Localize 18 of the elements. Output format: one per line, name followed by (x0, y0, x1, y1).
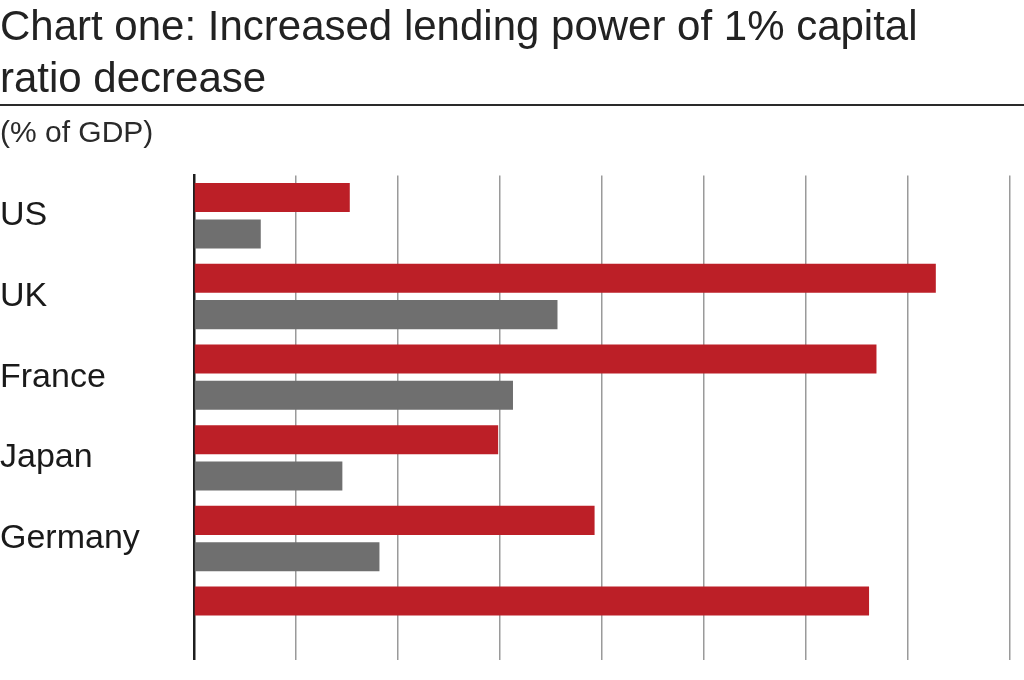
bar (194, 344, 877, 374)
bar (194, 425, 499, 455)
bar (194, 586, 870, 616)
y-tick-label: Japan (0, 436, 93, 475)
bar (194, 183, 350, 213)
bar (194, 505, 595, 535)
y-tick-label: US (0, 194, 48, 233)
y-tick-label: France (0, 355, 106, 394)
chart-title: Chart one: Increased lending power of 1% capital ratio decrease (0, 2, 918, 101)
bar (194, 219, 261, 249)
chart-subtitle: (% of GDP) (0, 115, 154, 148)
y-tick-label: UK (0, 274, 48, 313)
bar (194, 461, 343, 491)
bar (194, 380, 513, 410)
bar (194, 300, 558, 330)
bar (194, 263, 936, 293)
bar (194, 542, 380, 572)
y-tick-label: Germany (0, 516, 140, 555)
